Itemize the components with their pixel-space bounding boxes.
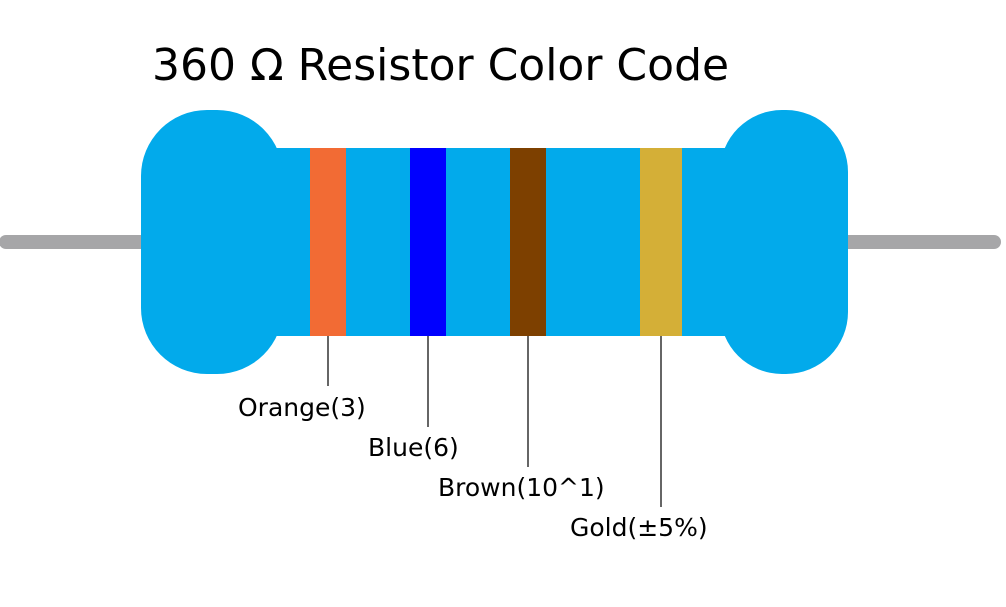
band-orange <box>310 148 346 336</box>
band-label-brown: Brown(10^1) <box>438 473 605 502</box>
band-label-blue: Blue(6) <box>368 433 459 462</box>
band-blue <box>410 148 446 336</box>
band-label-orange: Orange(3) <box>238 393 366 422</box>
band-brown <box>510 148 546 336</box>
band-gold <box>640 148 682 336</box>
resistor-left-cap <box>141 110 283 374</box>
resistor-right-cap <box>720 110 848 374</box>
diagram-title: 360 Ω Resistor Color Code <box>152 40 729 91</box>
band-label-gold: Gold(±5%) <box>570 513 708 542</box>
resistor-body <box>141 110 848 374</box>
